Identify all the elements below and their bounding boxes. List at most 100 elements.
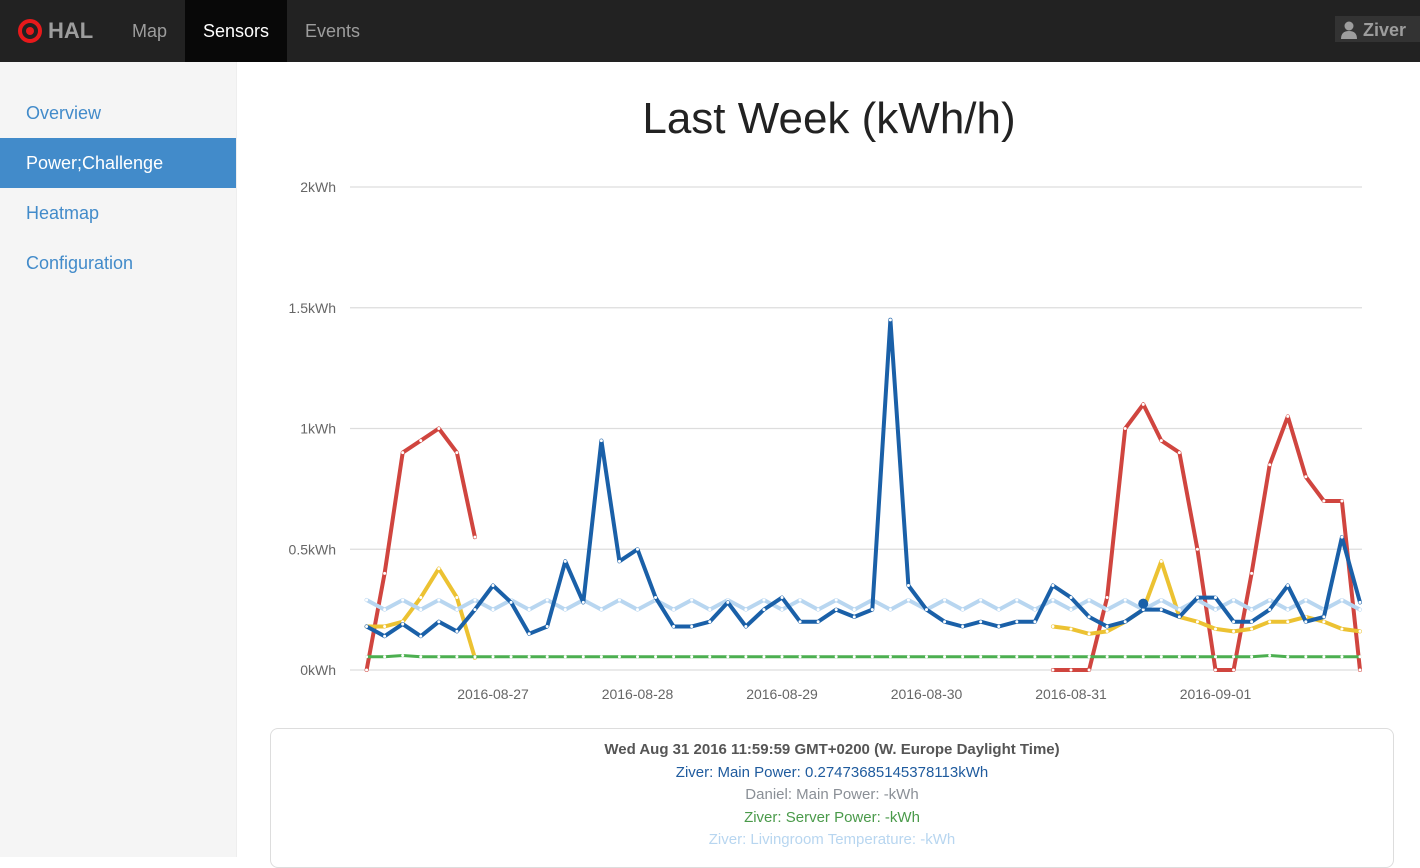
data-point (1069, 596, 1073, 600)
data-point (1268, 654, 1272, 658)
data-point (1087, 632, 1091, 636)
user-icon (1340, 21, 1357, 39)
data-point (1051, 598, 1055, 602)
data-point (979, 620, 983, 624)
data-point (1286, 620, 1290, 624)
data-point (636, 608, 639, 612)
data-point (997, 608, 1001, 612)
data-point (563, 559, 567, 563)
data-point (762, 655, 766, 659)
data-point (762, 608, 766, 612)
data-point (1304, 620, 1308, 624)
data-point (1159, 559, 1163, 563)
sidebar-item-power-challenge[interactable]: Power;Challenge (0, 138, 236, 188)
data-point (1195, 655, 1199, 659)
data-point (419, 634, 423, 638)
data-point (726, 600, 730, 604)
data-point (1015, 655, 1019, 659)
nav-map[interactable]: Map (132, 21, 168, 41)
power-line-chart[interactable]: 0kWh 0.5kWh 1kWh 1.5kWh 2kWh 2016-08-27 2016-0… (238, 150, 1420, 720)
data-point (1358, 629, 1362, 633)
data-point (1177, 608, 1181, 612)
data-point (1123, 427, 1127, 430)
data-point (1123, 655, 1127, 659)
x-tick-label: 2016-09-01 (1180, 686, 1252, 702)
data-point (1087, 668, 1091, 672)
data-point (1159, 608, 1163, 612)
data-point (961, 625, 965, 629)
data-point (798, 598, 802, 602)
data-point (1340, 535, 1344, 539)
data-point (1214, 596, 1217, 600)
data-point (1340, 598, 1344, 602)
data-point (1340, 499, 1344, 503)
page-title: Last Week (kWh/h) (642, 94, 1016, 143)
data-point (563, 655, 567, 659)
nav-events[interactable]: Events (305, 21, 361, 41)
data-point (1286, 414, 1290, 418)
data-point (780, 655, 784, 659)
data-point (1087, 615, 1091, 619)
data-point (473, 598, 477, 602)
data-point (870, 655, 874, 659)
data-point (888, 318, 892, 322)
data-point (1304, 598, 1308, 602)
sidebar-item-configuration[interactable]: Configuration (26, 253, 134, 273)
data-point (1051, 655, 1055, 659)
data-point (419, 608, 423, 612)
data-point (1268, 463, 1272, 467)
data-point (365, 668, 369, 672)
data-point (365, 625, 369, 629)
data-point (780, 608, 784, 612)
data-point (1087, 598, 1091, 602)
data-point (1232, 598, 1236, 602)
data-point (1214, 627, 1217, 631)
data-point (383, 608, 387, 612)
data-point (383, 655, 387, 659)
data-point (419, 596, 423, 600)
data-point (672, 608, 676, 612)
user-menu[interactable]: Ziver (1334, 16, 1420, 42)
data-point (852, 655, 856, 659)
data-point (1123, 620, 1127, 624)
data-point (1286, 655, 1290, 659)
data-point (762, 598, 766, 602)
tooltip-line-ziver-server-power: Ziver: Server Power: -kWh (744, 808, 920, 826)
data-point (365, 598, 369, 602)
data-point (455, 596, 459, 600)
data-point (1051, 668, 1055, 672)
y-tick-label: 1kWh (300, 421, 336, 437)
data-point (617, 598, 621, 602)
data-point (437, 598, 441, 602)
x-tick-label: 2016-08-29 (746, 686, 818, 702)
data-point (1340, 627, 1344, 631)
nav-sensors[interactable]: Sensors (185, 0, 287, 62)
sidebar-item-overview[interactable]: Overview (26, 103, 102, 123)
data-point (852, 608, 856, 612)
data-point (401, 654, 405, 658)
data-point (1304, 655, 1308, 659)
data-point (437, 567, 441, 571)
data-point (527, 655, 531, 659)
data-point (690, 625, 694, 629)
data-point (1195, 596, 1199, 600)
data-point (1033, 620, 1037, 624)
brand[interactable]: HAL (18, 18, 93, 44)
sidebar: Overview Power;Challenge Heatmap Configu… (0, 62, 237, 857)
data-point (437, 655, 441, 659)
data-point (581, 600, 585, 604)
sidebar-item-heatmap[interactable]: Heatmap (26, 203, 100, 223)
data-point (708, 620, 712, 624)
y-tick-label: 0kWh (300, 662, 336, 678)
data-point (997, 655, 1001, 659)
data-point (888, 655, 892, 659)
brand-name: HAL (48, 18, 94, 43)
data-point (491, 608, 495, 612)
data-point (1250, 620, 1254, 624)
data-point (1159, 655, 1163, 659)
data-point (1322, 499, 1326, 503)
data-point (1322, 655, 1326, 659)
y-tick-label: 0.5kWh (289, 541, 336, 557)
data-point (1015, 620, 1019, 624)
data-point (1358, 608, 1362, 612)
